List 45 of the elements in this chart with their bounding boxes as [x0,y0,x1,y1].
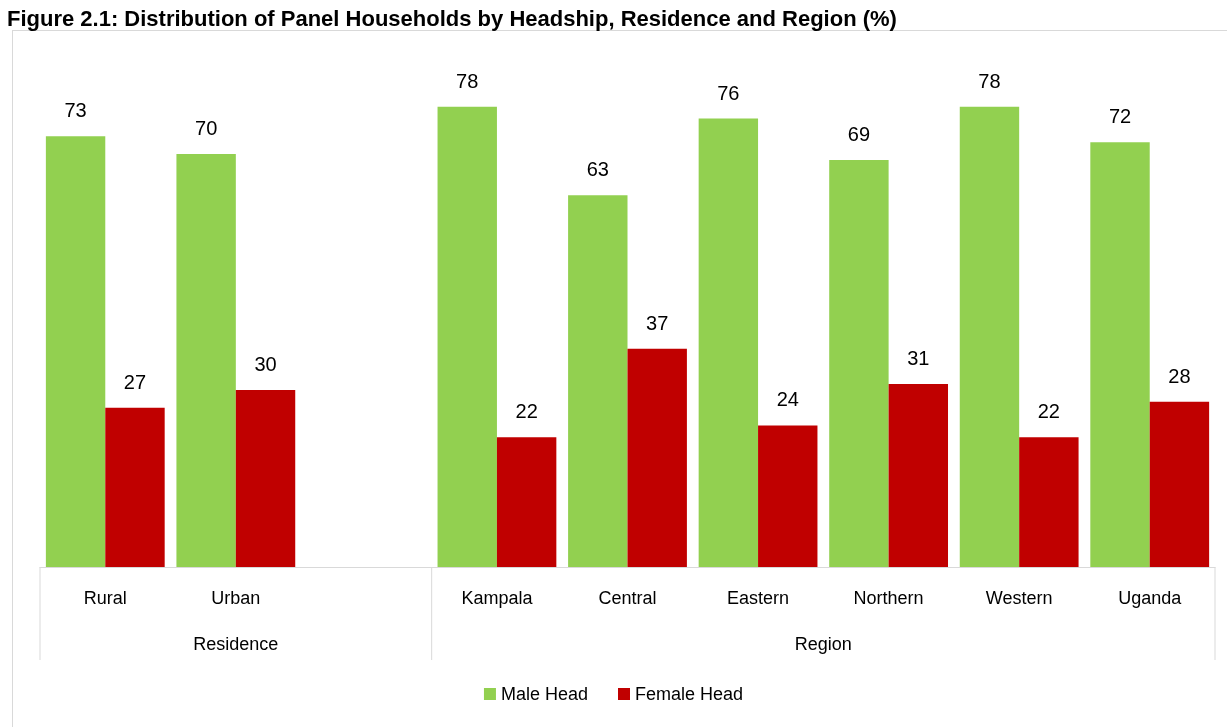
bar [1019,437,1079,567]
data-label: 24 [776,388,799,411]
legend-label: Male Head [500,684,588,704]
x-tick-label: Central [598,588,657,608]
bar [496,437,557,567]
chart-title: Figure 2.1: Distribution of Panel Households by Headship, Residence and Region (%) [7,5,897,31]
x-tick-label: Eastern [727,588,790,608]
data-label: 22 [515,400,538,423]
bar [1149,401,1210,567]
x-tick-label: Urban [211,588,261,608]
data-label: 27 [123,370,147,393]
bar [437,106,497,567]
x-tick-label: Western [985,588,1053,608]
bar [1090,142,1150,567]
bar [758,425,818,567]
x-tick-label: Kampala [461,588,534,608]
data-label: 22 [1037,400,1060,423]
data-label: 70 [195,117,218,139]
bar [45,136,106,567]
bar [176,154,236,567]
data-label: 63 [586,158,609,181]
bar [235,390,296,567]
text: Region [794,634,852,654]
data-label: 69 [847,122,871,145]
x-tick-label: Rural [83,588,127,608]
legend-label: Female Head [635,684,744,704]
data-label: 78 [978,69,1001,92]
x-tick-label: Northern [853,588,924,608]
bar [888,384,949,567]
x-tick-label: Uganda [1118,588,1183,608]
data-label: 37 [646,311,669,334]
data-label: 76 [717,81,740,104]
data-label: 78 [456,69,479,92]
text: Residence [193,634,279,654]
data-label: 72 [1108,105,1132,128]
bar [105,407,165,567]
bar [959,106,1020,567]
data-label: 28 [1168,364,1191,387]
bar [698,118,759,567]
data-label: 31 [907,347,930,370]
bar [568,195,628,567]
data-label: 30 [254,353,277,375]
bar [829,159,889,567]
data-label: 73 [64,99,87,122]
bar [627,348,687,567]
